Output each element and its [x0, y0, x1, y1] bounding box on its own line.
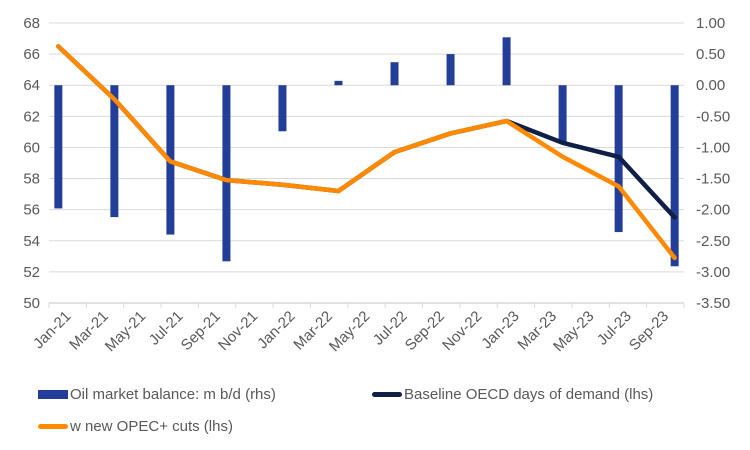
legend-label: Baseline OECD days of demand (lhs) — [404, 386, 654, 403]
y-right-tick-label: -0.50 — [696, 108, 730, 125]
bar — [502, 37, 511, 86]
y-left-tick-label: 66 — [23, 46, 40, 63]
y-left-tick-label: 58 — [23, 171, 40, 188]
bar — [390, 62, 399, 86]
y-left-tick-label: 64 — [23, 77, 40, 94]
bar — [670, 85, 679, 267]
x-tick-label: May-23 — [550, 308, 597, 355]
y-left-tick-label: 54 — [23, 233, 40, 250]
bar — [334, 80, 343, 86]
x-tick-label: Jan-21 — [30, 308, 74, 352]
y-left-tick-label: 60 — [23, 139, 40, 156]
x-tick-label: May-21 — [102, 308, 149, 355]
bar — [110, 85, 119, 218]
bar — [558, 85, 567, 143]
x-tick-label: Nov-21 — [215, 308, 261, 354]
x-tick-label: May-22 — [326, 308, 373, 355]
chart: 68 1.00 66 0.50 64 0.00 62 -0.50 60 -1.00 58 -1.50 5… — [23, 15, 730, 355]
bar — [222, 85, 231, 262]
y-left-tick-label: 62 — [23, 108, 40, 125]
line-series — [56, 44, 677, 261]
y-right-tick-label: -3.00 — [696, 264, 730, 281]
y-left-tick-label: 56 — [23, 202, 40, 219]
legend-swatch-line — [372, 392, 402, 397]
bar — [278, 85, 287, 132]
bar — [446, 54, 455, 86]
y-right-tick-label: 0.50 — [696, 46, 725, 63]
y-left-tick-label: 50 — [23, 295, 40, 312]
legend-swatch-bar — [38, 390, 68, 399]
y-left-tick-label: 52 — [23, 264, 40, 281]
y-right-tick-label: -1.50 — [696, 171, 730, 188]
axes: 68 1.00 66 0.50 64 0.00 62 -0.50 60 -1.00 58 -1.50 5… — [23, 15, 730, 355]
line-opec-cuts — [56, 44, 677, 261]
y-right-tick-label: -3.50 — [696, 295, 730, 312]
line-baseline-oecd — [56, 44, 677, 220]
legend-item-oil-balance: Oil market balance: m b/d (rhs) — [38, 386, 276, 403]
legend-item-baseline: Baseline OECD days of demand (lhs) — [372, 386, 653, 403]
x-tick-label: Sep-23 — [626, 308, 672, 354]
y-right-tick-label: -2.00 — [696, 202, 730, 219]
x-tick-label: Sep-22 — [402, 308, 448, 354]
bar-series — [54, 37, 679, 267]
y-left-tick-label: 68 — [23, 15, 40, 32]
y-right-tick-label: -1.00 — [696, 139, 730, 156]
bar — [54, 85, 63, 209]
x-tick-label: Nov-22 — [439, 308, 485, 354]
legend-item-opec-cuts: w new OPEC+ cuts (lhs) — [38, 418, 233, 435]
y-right-tick-label: -2.50 — [696, 233, 730, 250]
y-right-tick-label: 0.00 — [696, 77, 725, 94]
x-tick-label: Jan-22 — [254, 308, 298, 352]
y-right-tick-label: 1.00 — [696, 15, 725, 32]
x-tick-label: Sep-21 — [178, 308, 224, 354]
legend-swatch-line — [38, 424, 68, 429]
legend-label: w new OPEC+ cuts (lhs) — [70, 418, 233, 435]
x-tick-label: Jan-23 — [478, 308, 522, 352]
legend-label: Oil market balance: m b/d (rhs) — [70, 386, 276, 403]
